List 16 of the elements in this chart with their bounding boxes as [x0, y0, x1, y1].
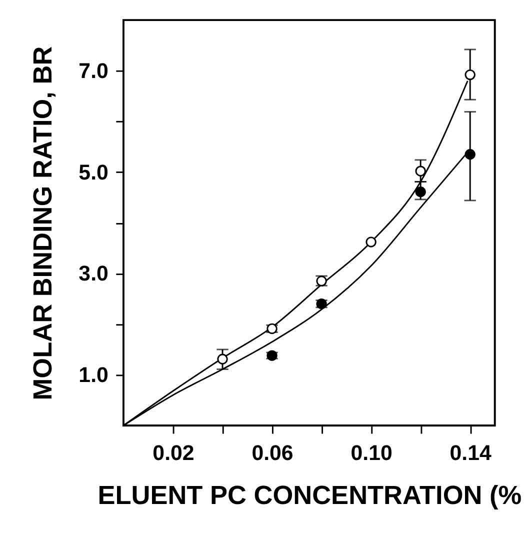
point: [217, 354, 228, 364]
y-tick-label: 7.0: [78, 59, 109, 84]
point: [464, 149, 476, 160]
x-tick-label: 0.10: [350, 441, 392, 465]
point: [415, 186, 426, 198]
y-tick-label: 3.0: [78, 262, 109, 286]
x-tick-label: 0.02: [152, 441, 194, 465]
point: [415, 166, 426, 176]
x-tick-label: 0.14: [450, 441, 492, 465]
y-tick-label: 5.0: [78, 160, 109, 184]
x-tick-label: 0.06: [252, 441, 294, 465]
y-axis-title: MOLAR BINDING RATIO, BR: [27, 46, 58, 400]
y-tick-label: 1.0: [78, 363, 109, 388]
point: [464, 69, 476, 80]
x-axis-title: ELUENT PC CONCENTRATION (%: [98, 480, 522, 510]
point: [366, 236, 376, 248]
